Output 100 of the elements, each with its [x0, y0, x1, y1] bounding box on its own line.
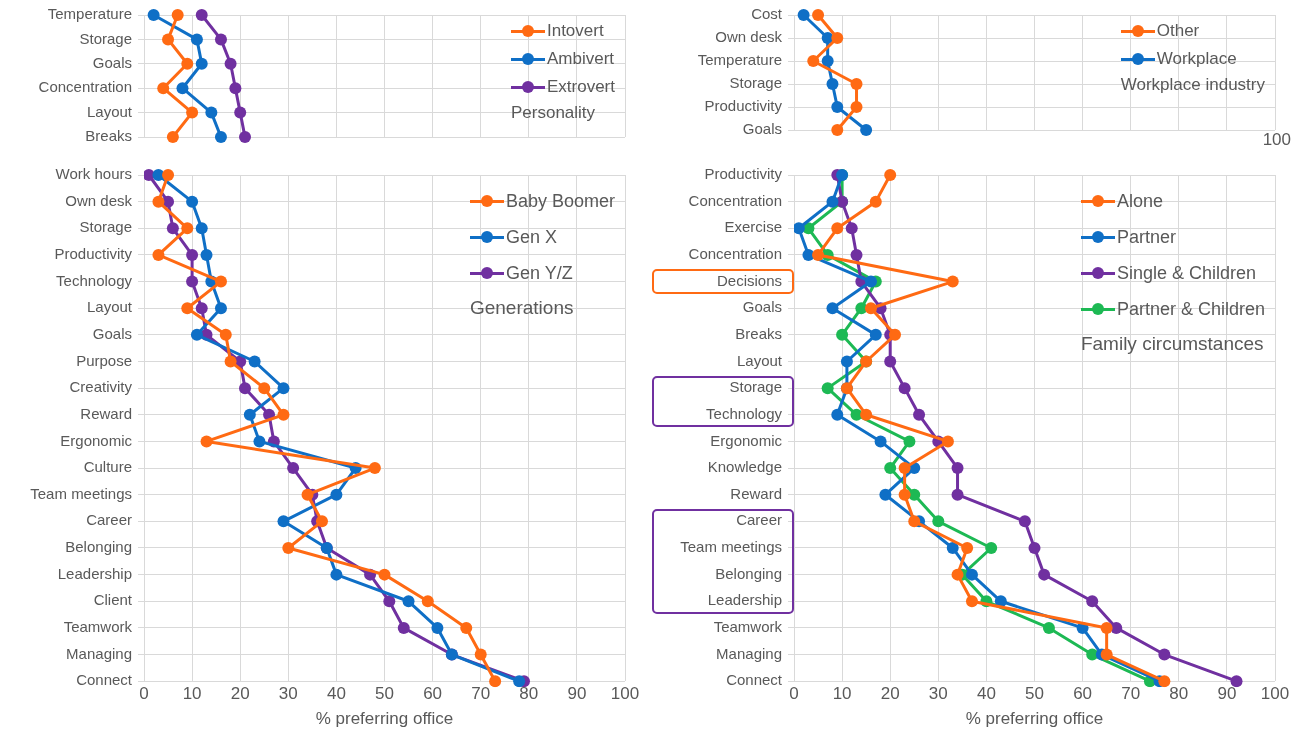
y-tick-label: Breaks [85, 127, 132, 145]
point [821, 382, 834, 395]
legend-label: Intovert [546, 21, 604, 41]
y-tick-label: Connect [76, 671, 133, 689]
y-tick-label: Ergonomic [60, 431, 133, 449]
x-tick-label: 10 [832, 684, 852, 704]
point [826, 195, 839, 208]
x-tick-label: 40 [326, 684, 346, 704]
y-tick-label: Concentration [688, 245, 782, 263]
y-tick-label: Client [93, 591, 133, 609]
point [330, 568, 343, 581]
point [1042, 621, 1055, 634]
point [157, 82, 170, 95]
y-tick-label: Managing [716, 644, 782, 662]
point [794, 222, 805, 235]
point [166, 222, 179, 235]
text: Family circumstances [1080, 333, 1265, 355]
point [1038, 568, 1051, 581]
point [845, 222, 858, 235]
annotation: 100 [1262, 130, 1291, 150]
point [884, 355, 897, 368]
y-tick-label: Concentration [38, 78, 132, 96]
point [826, 302, 839, 315]
y-tick-label: Connect [726, 671, 783, 689]
point [190, 33, 203, 46]
point [205, 106, 218, 119]
point [402, 595, 415, 608]
point [181, 222, 194, 235]
y-tick-label: Productivity [704, 97, 783, 115]
x-tick-label: 0 [139, 684, 149, 704]
x-tick-label: 100 [1260, 684, 1290, 704]
point [860, 408, 873, 421]
point [181, 57, 194, 70]
point [831, 124, 844, 136]
x-tick-label: 40 [976, 684, 996, 704]
point [190, 328, 203, 341]
point [195, 302, 208, 315]
point [214, 302, 227, 315]
x-tick-label: 100 [610, 684, 640, 704]
point [831, 32, 844, 44]
y-tick-label: Ergonomic [710, 431, 783, 449]
point [152, 248, 165, 261]
point [258, 382, 271, 395]
x-tick-label: 60 [423, 684, 443, 704]
x-axis-title: % preferring office [965, 709, 1104, 729]
y-tick-label: Cost [751, 5, 783, 23]
point [951, 488, 964, 501]
point [152, 195, 165, 208]
point [301, 488, 314, 501]
legend-label: Baby Boomer [505, 190, 615, 212]
point [812, 248, 825, 261]
point [239, 131, 252, 143]
y-tick-label: Career [86, 511, 132, 529]
point [864, 302, 877, 315]
y-tick-label: Leadership [707, 591, 782, 609]
y-tick-label: Goals [92, 53, 132, 71]
legend-label: Gen X [505, 226, 557, 248]
y-tick-label: Goals [742, 298, 782, 316]
point [884, 462, 897, 475]
point [1018, 515, 1031, 528]
y-tick-label: Concentration [688, 191, 782, 209]
point [908, 515, 921, 528]
point [234, 106, 247, 119]
y-tick-label: Storage [729, 74, 782, 92]
point [214, 275, 227, 288]
point [864, 275, 877, 288]
y-tick-label: Exercise [724, 218, 782, 236]
x-tick-label: 0 [789, 684, 799, 704]
point [850, 78, 863, 90]
y-tick-label: Storage [79, 29, 132, 47]
point [195, 9, 208, 21]
x-tick-label: 50 [375, 684, 394, 704]
point [229, 82, 242, 95]
point [248, 355, 261, 368]
point [195, 57, 208, 70]
point [961, 541, 974, 554]
point [214, 131, 227, 143]
text: Generations [469, 297, 575, 319]
y-tick-label: Storage [729, 378, 782, 396]
point [368, 462, 381, 475]
x-tick-label: 90 [1217, 684, 1237, 704]
point [378, 568, 391, 581]
point [315, 515, 328, 528]
point [186, 275, 199, 288]
y-tick-label: Culture [83, 458, 132, 476]
point [200, 435, 213, 448]
point [144, 169, 155, 181]
point [186, 248, 199, 261]
point [869, 328, 882, 341]
y-tick-label: Creativity [69, 378, 133, 396]
x-tick-label: 10 [182, 684, 202, 704]
legend-label: Partner & Children [1116, 298, 1265, 320]
y-tick-label: Own desk [715, 28, 783, 46]
point [946, 541, 959, 554]
point [831, 101, 844, 113]
y-tick-label: Technology [706, 404, 783, 422]
point [903, 435, 916, 448]
y-tick-label: Purpose [76, 351, 132, 369]
point [821, 55, 834, 67]
point [147, 9, 160, 21]
